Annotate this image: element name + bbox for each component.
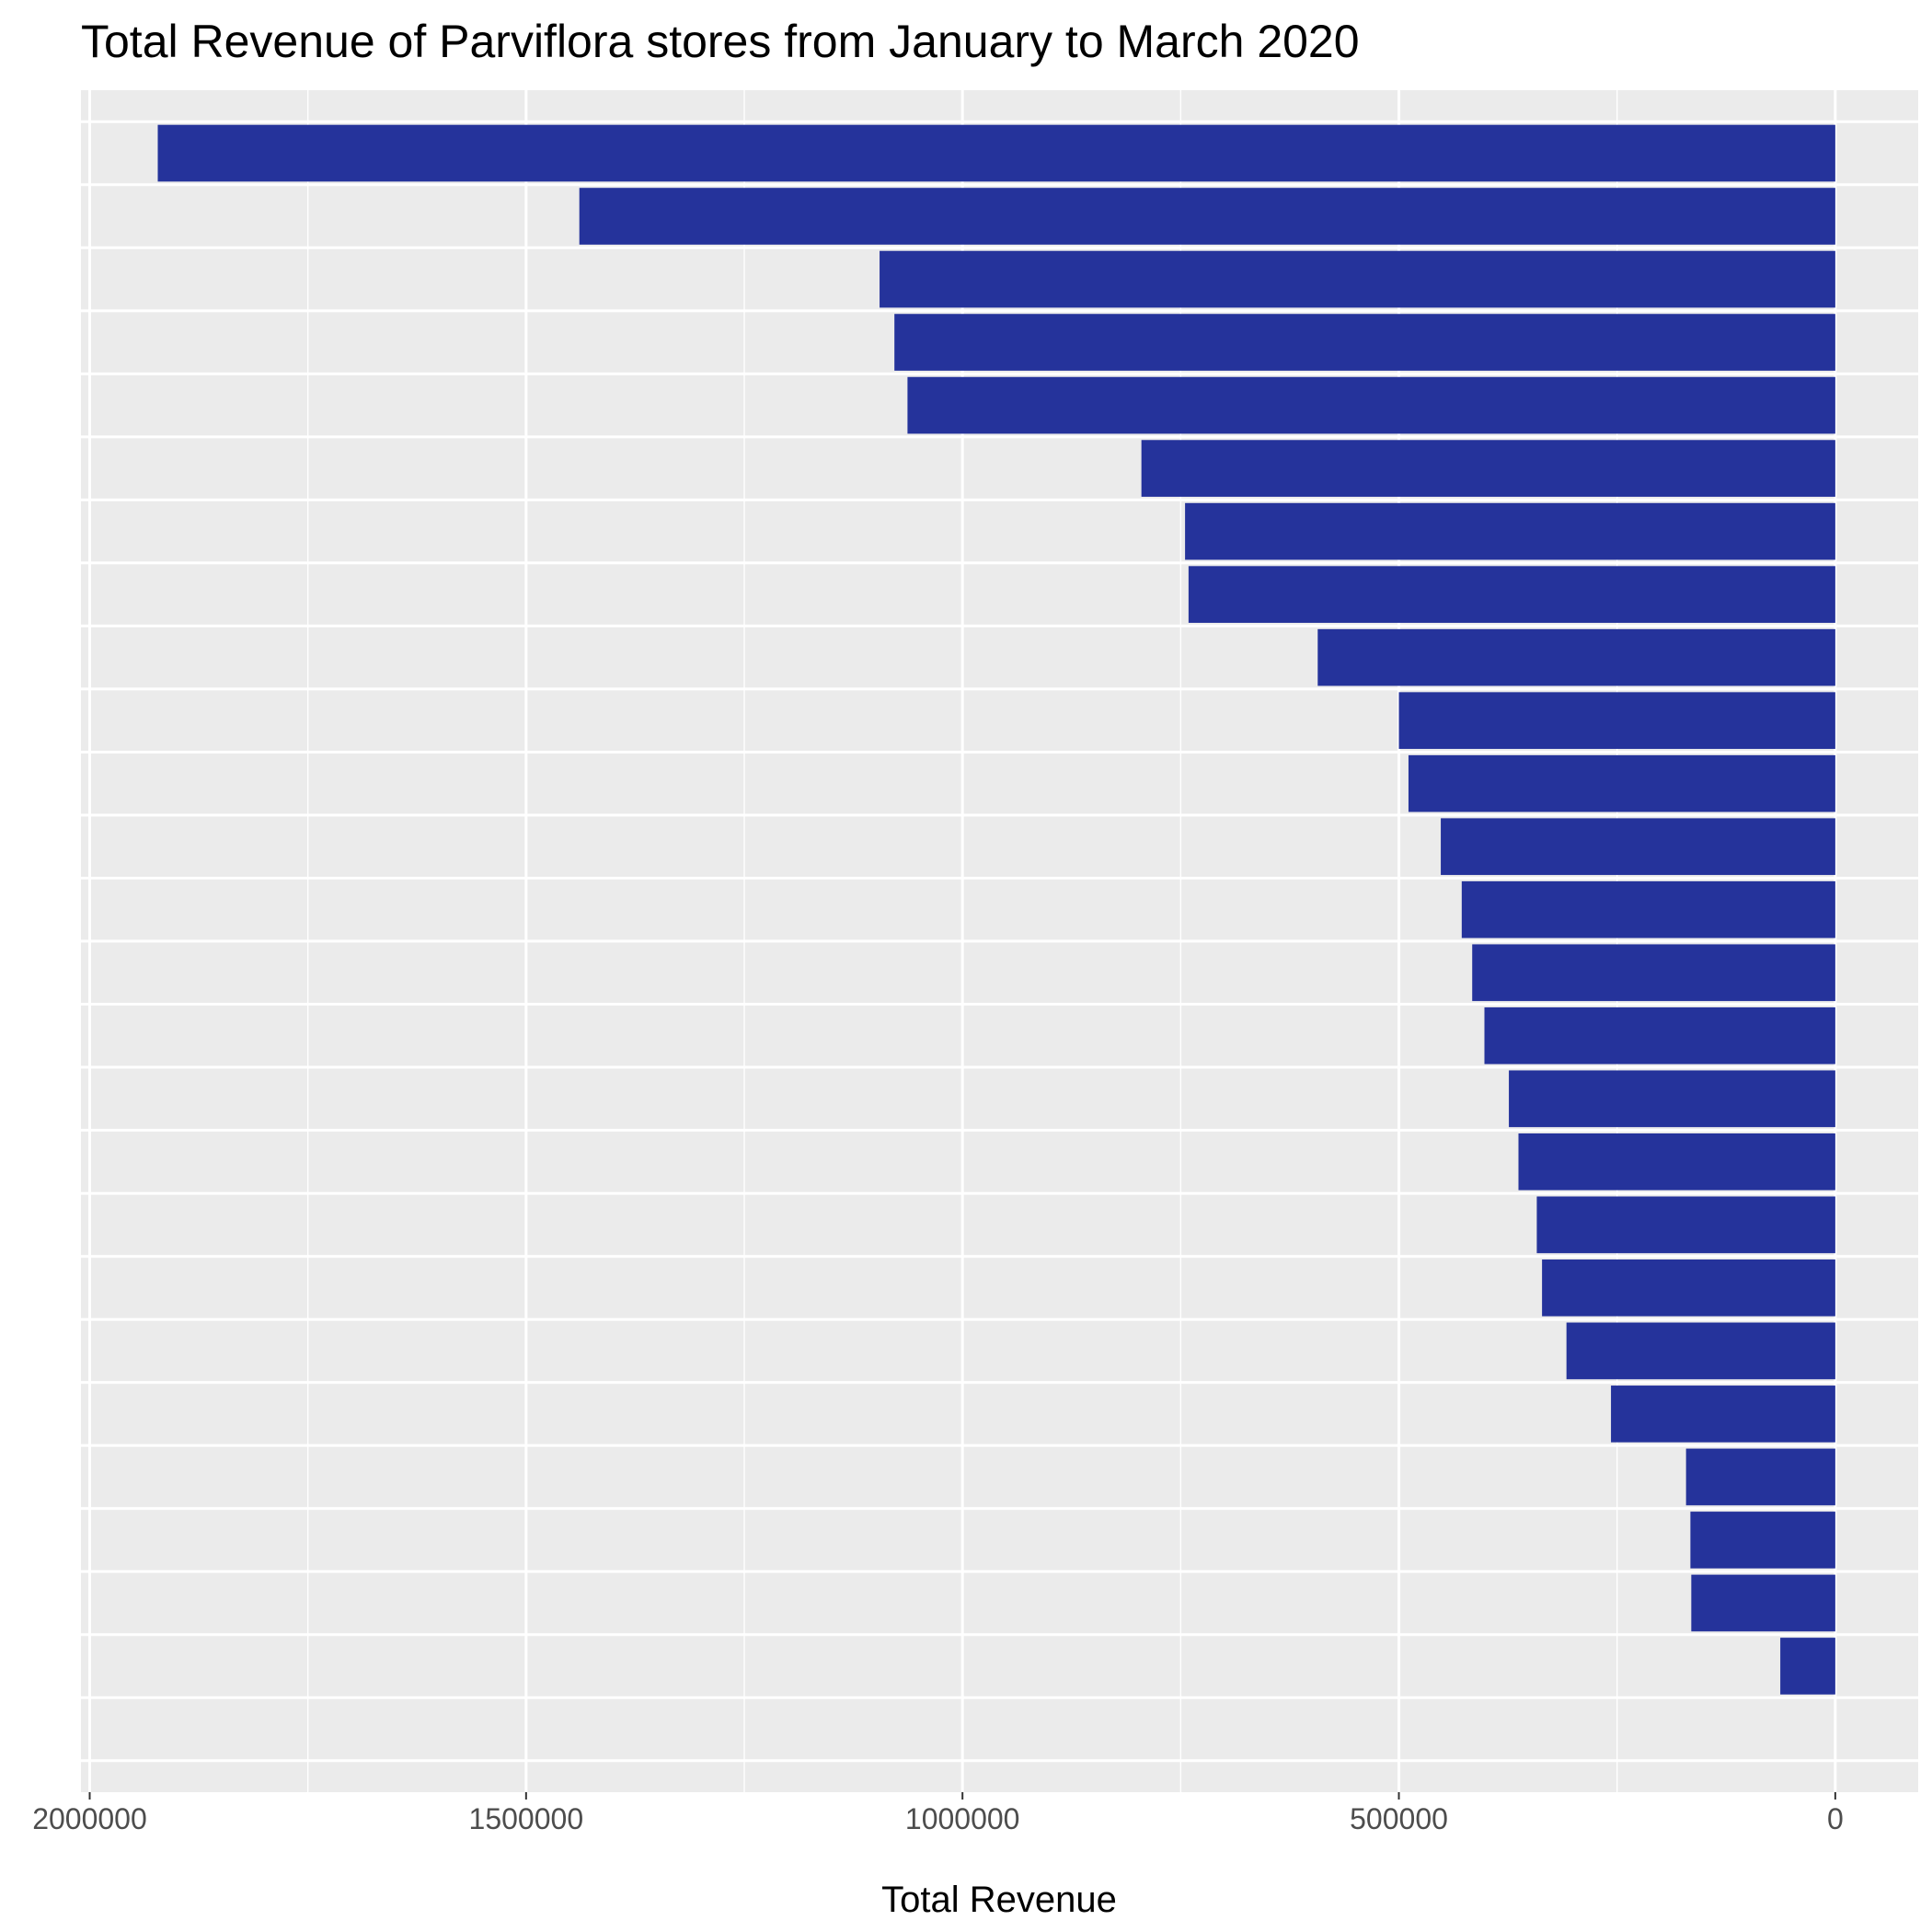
bar <box>1408 754 1835 812</box>
x-tick-label: 1500000 <box>469 1802 584 1835</box>
bar <box>1542 1259 1835 1317</box>
x-tick-label: 1000000 <box>905 1802 1020 1835</box>
bar <box>894 314 1835 371</box>
bar <box>1509 1070 1835 1128</box>
bar <box>1518 1133 1835 1190</box>
bar <box>880 250 1835 308</box>
x-tick-label: 500000 <box>1350 1802 1448 1835</box>
bar <box>1685 1448 1835 1506</box>
bar <box>1185 502 1835 560</box>
bar <box>1441 818 1835 876</box>
bar <box>1611 1386 1835 1443</box>
bar <box>157 124 1835 182</box>
chart-title: Total Revenue of Parviflora stores from … <box>81 16 1360 67</box>
bar <box>579 188 1835 245</box>
bar <box>1484 1006 1835 1064</box>
x-axis-title: Total Revenue <box>881 1880 1117 1920</box>
bar <box>1691 1574 1835 1632</box>
bar <box>907 376 1835 434</box>
bar <box>1398 692 1835 750</box>
bar <box>1536 1196 1835 1254</box>
x-tick-label: 2000000 <box>32 1802 147 1835</box>
bar <box>1461 880 1835 938</box>
bar <box>1690 1512 1835 1569</box>
bar <box>1472 944 1835 1002</box>
bar <box>1141 440 1835 497</box>
bar <box>1188 566 1835 623</box>
grid-lines <box>81 90 1918 1792</box>
x-axis-ticks: 2000000 1500000 1000000 500000 0 <box>32 1792 1844 1835</box>
bar <box>1566 1322 1835 1380</box>
x-tick-label: 0 <box>1827 1802 1844 1835</box>
bar <box>1317 628 1835 686</box>
bars <box>157 124 1835 1695</box>
bar <box>1780 1638 1835 1695</box>
